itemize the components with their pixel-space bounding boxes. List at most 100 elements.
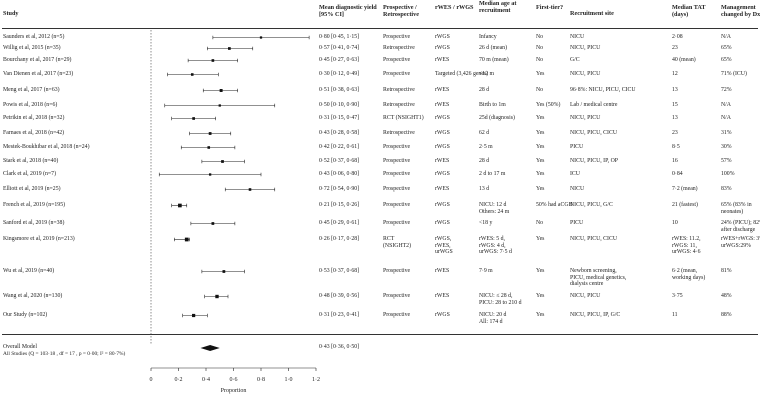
- cell-tat: 23: [672, 45, 678, 51]
- cell-design: Prospective: [383, 202, 411, 208]
- cell-yield: 0·53 [0·37, 0·68]: [319, 268, 360, 274]
- cell-mgmt: 30%: [721, 144, 732, 150]
- cell-mgmt: 71% (ICU): [721, 71, 747, 77]
- cell-age: NICU: 20 d All: 174 d: [479, 312, 507, 325]
- cell-tat: 40 (mean): [672, 57, 696, 63]
- cell-age: <18 y: [479, 220, 493, 226]
- cell-age: 25d (diagnosis): [479, 115, 515, 121]
- cell-site: NICU: [570, 34, 585, 40]
- cell-study: Petrikin et al, 2018 (n=32): [3, 115, 65, 121]
- header-tat: Median TAT (days): [672, 4, 706, 19]
- cell-first-tier: Yes: [536, 171, 545, 177]
- cell-yield: 0·26 [0·17, 0·28]: [319, 236, 360, 242]
- point-estimate: [208, 132, 212, 135]
- cell-mgmt: 65%: [721, 57, 732, 63]
- cell-method: rWGS: [435, 220, 450, 226]
- cell-method: rWES: [435, 57, 450, 63]
- cell-first-tier: Yes (50%): [536, 102, 561, 108]
- cell-study: Our Study (n=102): [3, 312, 48, 318]
- header-study: Study: [3, 10, 19, 17]
- cell-study: Wang et al, 2020 (n=130): [3, 293, 63, 299]
- cell-first-tier: Yes: [536, 130, 545, 136]
- cell-tat: 11: [672, 312, 678, 318]
- cell-mgmt: N/A: [721, 34, 731, 40]
- cell-yield: 0·31 [0·23, 0·41]: [319, 312, 360, 318]
- cell-design: Retrospective: [383, 45, 415, 51]
- point-estimate: [190, 73, 194, 76]
- cell-study: Farnaes et al, 2018 (n=42): [3, 130, 65, 136]
- cell-design: Prospective: [383, 57, 411, 63]
- cell-study: Van Dienen et al, 2017 (n=23): [3, 71, 74, 77]
- cell-tat: 8·5: [672, 144, 680, 150]
- cell-method: rWGS: [435, 202, 450, 208]
- cell-design: Retrospective: [383, 130, 415, 136]
- cell-first-tier: No: [536, 87, 544, 93]
- cell-yield: 0·80 [0·45, 1·15]: [319, 34, 360, 40]
- cell-tat: 21 (fastest): [672, 202, 698, 208]
- cell-study: Mestek-Boukhibar et al, 2018 (n=24): [3, 144, 90, 150]
- cell-site: NICU, PICU: [570, 293, 601, 299]
- cell-age: Birth to 1m: [479, 102, 506, 108]
- x-tick-label: 0·4: [202, 377, 210, 383]
- cell-first-tier: Yes: [536, 71, 545, 77]
- cell-design: Prospective: [383, 268, 411, 274]
- cell-method: rWGS: [435, 312, 450, 318]
- cell-mgmt: 65%: [721, 45, 732, 51]
- header-mgmt: Management changed by Dx: [721, 4, 760, 19]
- cell-study: Saunders et al, 2012 (n=5): [3, 34, 65, 40]
- point-estimate: [178, 203, 182, 208]
- cell-site: NICU, PICU, G/C: [570, 202, 613, 208]
- x-tick-label: 0·6: [230, 377, 238, 383]
- cell-design: Retrospective: [383, 87, 415, 93]
- cell-method: rWGS: [435, 34, 450, 40]
- cell-first-tier: No: [536, 57, 544, 63]
- cell-first-tier: Yes: [536, 115, 545, 121]
- cell-tat: 13: [672, 87, 678, 93]
- header-yield: Mean diagnostic yield [95% CI]: [319, 4, 377, 19]
- cell-age: 26 d (mean): [479, 45, 508, 51]
- cell-yield: 0·48 [0·39, 0·56]: [319, 293, 360, 299]
- cell-site: PICU: [570, 144, 584, 150]
- cell-design: Prospective: [383, 312, 411, 318]
- point-estimate: [221, 160, 224, 163]
- table-bottom-rule: [2, 334, 758, 335]
- cell-design: Prospective: [383, 71, 411, 77]
- cell-site: 96·8%: NICU, PICU, CICU: [570, 87, 636, 93]
- cell-age: 62 d: [479, 130, 490, 136]
- point-estimate: [184, 237, 189, 242]
- cell-tat: rWES: 11.2, rWGS: 11, urWGS: 4·6: [672, 236, 701, 256]
- cell-yield: 0·45 [0·29, 0·61]: [319, 220, 360, 226]
- cell-tat: 6·2 (mean, working days): [672, 268, 706, 281]
- cell-method: rWES: [435, 87, 450, 93]
- cell-tat: 15: [672, 102, 678, 108]
- cell-tat: 12: [672, 71, 678, 77]
- point-estimate: [222, 270, 226, 273]
- cell-method: rWGS: [435, 144, 450, 150]
- point-estimate: [211, 59, 215, 62]
- x-tick-label: 0·8: [257, 377, 265, 383]
- cell-mgmt: 31%: [721, 130, 732, 136]
- cell-yield: 0·43 [0·06, 0·80]: [319, 171, 360, 177]
- cell-method: rWGS: [435, 115, 450, 121]
- cell-site: NICU, PICU, CICU: [570, 130, 618, 136]
- cell-mgmt: 24% (PICU); 82% after discharge: [721, 220, 760, 233]
- point-estimate: [192, 117, 195, 120]
- cell-yield: 0·45 [0·27, 0·63]: [319, 57, 360, 63]
- cell-tat: 2·08: [672, 34, 683, 40]
- cell-yield: 0·31 [0·15, 0·47]: [319, 115, 360, 121]
- cell-study: Wu et al, 2019 (n=40): [3, 268, 55, 274]
- cell-study: Clark et al, 2019 (n=7): [3, 171, 57, 177]
- cell-study: Willig et al, 2015 (n=35): [3, 45, 61, 51]
- cell-first-tier: Yes: [536, 186, 545, 192]
- cell-method: rWGS: [435, 45, 450, 51]
- cell-method: Targeted (3,426 genes): [435, 71, 489, 77]
- cell-first-tier: Yes: [536, 312, 545, 318]
- cell-method: rWES: [435, 158, 450, 164]
- cell-age: 2·5 m: [479, 144, 493, 150]
- cell-study: Stark et al, 2018 (n=40): [3, 158, 59, 164]
- cell-site: NICU, PICU, IP, OP: [570, 158, 618, 164]
- cell-study: Elliott et al, 2019 (n=25): [3, 186, 61, 192]
- point-estimate: [219, 89, 223, 92]
- cell-first-tier: No: [536, 220, 544, 226]
- point-estimate: [228, 47, 231, 50]
